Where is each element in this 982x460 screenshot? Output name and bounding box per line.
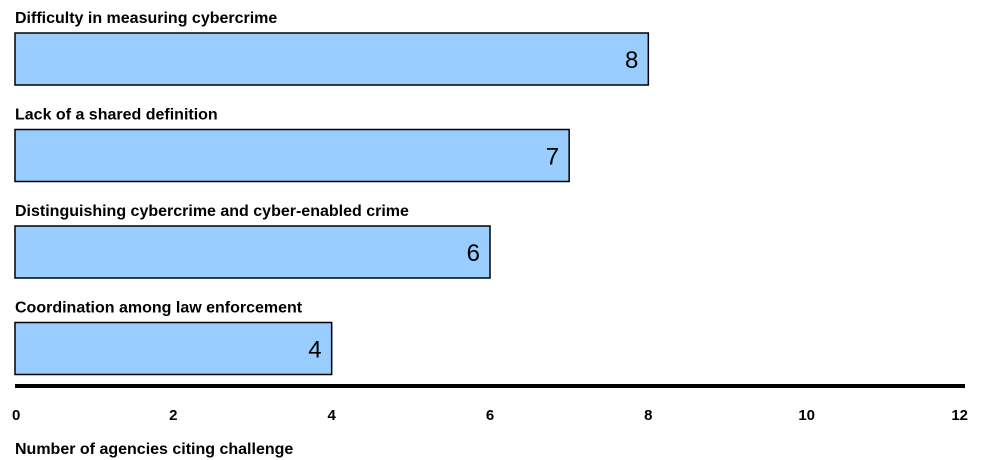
data-label: 7 bbox=[546, 144, 559, 171]
bar bbox=[14, 225, 491, 279]
bar bbox=[14, 128, 570, 183]
category-label: Coordination among law enforcement bbox=[15, 300, 303, 317]
x-axis-title: Number of agencies citing challenge bbox=[15, 441, 293, 458]
x-tick-label: 0 bbox=[12, 407, 20, 424]
x-tick-label: 4 bbox=[327, 407, 336, 424]
x-tick-label: 6 bbox=[486, 407, 494, 424]
data-label: 8 bbox=[625, 47, 638, 74]
category-label: Lack of a shared definition bbox=[15, 107, 218, 124]
x-tick-label: 10 bbox=[798, 407, 815, 424]
bar bbox=[14, 321, 333, 376]
category-label: Difficulty in measuring cybercrime bbox=[15, 10, 277, 27]
bars-layer: Difficulty in measuring cybercrime 8 Lack … bbox=[14, 10, 650, 376]
category-label: Distinguishing cybercrime and cyber-enab… bbox=[15, 203, 409, 220]
x-tick-label: 12 bbox=[951, 407, 968, 424]
x-tick-labels: 0 2 4 6 8 10 12 bbox=[12, 407, 968, 424]
data-label: 6 bbox=[467, 240, 480, 267]
bar bbox=[14, 32, 650, 86]
data-label: 4 bbox=[308, 337, 321, 364]
x-tick-label: 8 bbox=[644, 407, 652, 424]
x-tick-label: 2 bbox=[169, 407, 177, 424]
